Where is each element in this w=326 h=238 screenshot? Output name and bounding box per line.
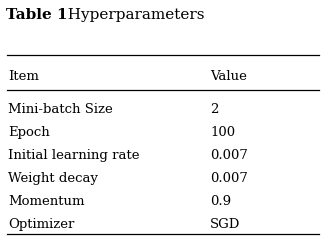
Text: Table 1: Table 1: [6, 8, 67, 22]
Text: Item: Item: [8, 70, 39, 83]
Text: Epoch: Epoch: [8, 126, 50, 139]
Text: 2: 2: [210, 103, 218, 116]
Text: Value: Value: [210, 70, 247, 83]
Text: Optimizer: Optimizer: [8, 218, 74, 231]
Text: 0.007: 0.007: [210, 149, 248, 162]
Text: Hyperparameters: Hyperparameters: [58, 8, 204, 22]
Text: 0.9: 0.9: [210, 195, 231, 208]
Text: 100: 100: [210, 126, 235, 139]
Text: Mini-batch Size: Mini-batch Size: [8, 103, 113, 116]
Text: SGD: SGD: [210, 218, 240, 231]
Text: Momentum: Momentum: [8, 195, 84, 208]
Text: Initial learning rate: Initial learning rate: [8, 149, 140, 162]
Text: 0.007: 0.007: [210, 172, 248, 185]
Text: Weight decay: Weight decay: [8, 172, 98, 185]
